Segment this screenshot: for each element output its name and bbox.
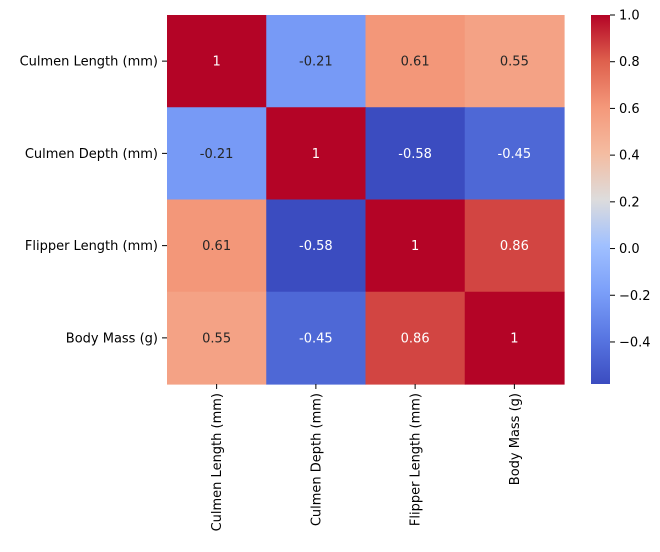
row-label: Culmen Length (mm): [20, 55, 158, 70]
column-label: Flipper Length (mm): [409, 393, 424, 526]
heatmap-cell: [365, 199, 466, 293]
heatmap-cell: [266, 199, 367, 293]
column-label: Body Mass (g): [508, 393, 523, 485]
heatmap-cell: [167, 15, 267, 108]
heatmap-cells: [167, 15, 565, 385]
cell-value-label: 0.86: [500, 239, 529, 254]
cell-value-label: 0.86: [401, 331, 430, 346]
heatmap-cell: [167, 107, 267, 201]
colorbar-tick-label: 0.6: [619, 102, 640, 117]
heatmap-cell: [266, 107, 367, 201]
colorbar-tick-label: 0.2: [619, 195, 640, 210]
cell-value-label: -0.58: [299, 239, 333, 254]
colorbar-tick-label: 0.4: [619, 149, 640, 164]
row-label: Body Mass (g): [66, 331, 158, 346]
column-label: Culmen Depth (mm): [309, 393, 324, 526]
colorbar-gradient: [591, 15, 610, 384]
colorbar-tick-label: 1.0: [619, 9, 640, 24]
cell-value-label: 1: [411, 239, 419, 254]
heatmap-cell: [365, 291, 466, 385]
row-labels: Culmen Length (mm) Culmen Depth (mm) Flipp…: [20, 55, 167, 346]
cell-value-label: 0.55: [500, 55, 529, 70]
heatmap-cell: [464, 15, 565, 108]
cell-value-label: 0.61: [401, 55, 430, 70]
heatmap-cell: [266, 15, 367, 108]
colorbar-tick-label: −0.2: [619, 289, 651, 304]
cell-value-label: -0.45: [498, 147, 532, 162]
colorbar-tick-label: 0.8: [619, 55, 640, 70]
column-label: Culmen Length (mm): [210, 393, 225, 531]
heatmap-cell: [167, 199, 267, 293]
cell-value-label: -0.45: [299, 331, 333, 346]
cell-labels: 1 -0.21 0.61 0.55 -0.21 1 -0.58 -0.45 0.61 -0.58 1…: [200, 55, 531, 347]
heatmap-cell: [167, 291, 267, 385]
cell-value-label: 1: [510, 331, 518, 346]
cell-value-label: -0.21: [200, 147, 234, 162]
cell-value-label: -0.58: [398, 147, 432, 162]
heatmap-cell: [266, 291, 367, 385]
colorbar-tick-label: 0.0: [619, 242, 640, 257]
heatmap-cell: [365, 107, 466, 201]
row-label: Culmen Depth (mm): [25, 147, 158, 162]
cell-value-label: 1: [312, 147, 320, 162]
heatmap-cell: [464, 291, 565, 385]
colorbar-tick-label: −0.4: [619, 335, 651, 350]
heatmap-cell: [464, 199, 565, 293]
heatmap-cell: [464, 107, 565, 201]
row-label: Flipper Length (mm): [25, 239, 158, 254]
cell-value-label: 0.55: [202, 331, 231, 346]
cell-value-label: -0.21: [299, 55, 333, 70]
cell-value-label: 1: [212, 55, 220, 70]
column-labels: Culmen Length (mm) Culmen Depth (mm) Flipp…: [210, 384, 523, 531]
colorbar: −0.4 −0.2 0.0 0.2 0.4 0.6 0.8 1.0: [591, 9, 651, 384]
heatmap-cell: [365, 15, 466, 108]
cell-value-label: 0.61: [202, 239, 231, 254]
